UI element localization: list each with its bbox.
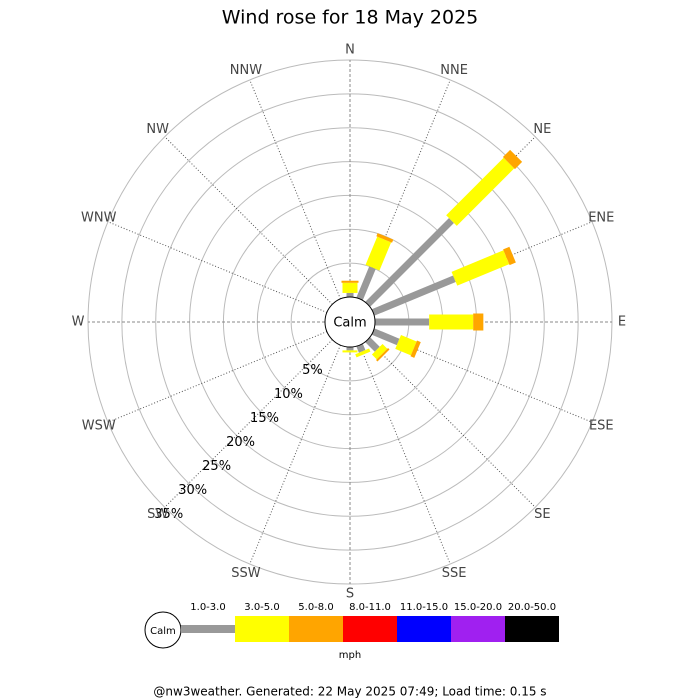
direction-label: SSE <box>442 566 467 581</box>
direction-label: NNW <box>230 63 262 78</box>
bars <box>341 149 523 362</box>
calm-label: Calm <box>333 316 366 331</box>
bar-segment <box>451 250 510 286</box>
legend-label: 3.0-5.0 <box>244 602 279 613</box>
r-tick-label: 25% <box>202 459 231 474</box>
r-tick-label: 35% <box>154 507 183 522</box>
spoke <box>164 339 333 508</box>
bar-segment <box>371 275 456 316</box>
bar-segment <box>365 218 454 307</box>
bar-segment <box>365 236 392 271</box>
spoke <box>367 339 536 508</box>
r-tick-label: 5% <box>302 363 323 378</box>
chart-title: Wind rose for 18 May 2025 <box>222 7 479 29</box>
direction-label: NE <box>533 122 551 137</box>
bar-segment <box>429 314 474 330</box>
direction-label: WNW <box>81 210 117 225</box>
legend-swatch <box>505 616 559 642</box>
legend-label: 20.0-50.0 <box>508 602 556 613</box>
legend-swatch <box>451 616 505 642</box>
legend-swatch <box>343 616 397 642</box>
legend-calm-label: Calm <box>150 626 176 637</box>
direction-label: WSW <box>82 419 116 434</box>
spoke <box>164 136 333 305</box>
legend-label: 8.0-11.0 <box>349 602 391 613</box>
legend-swatch <box>181 625 235 633</box>
r-tick-label: 30% <box>178 483 207 498</box>
bar-segment <box>375 318 430 326</box>
legend-unit: mph <box>339 650 361 661</box>
direction-label: ENE <box>588 210 614 225</box>
footer: @nw3weather. Generated: 22 May 2025 07:4… <box>153 685 546 699</box>
bar-segment <box>502 149 523 170</box>
bar-segment <box>446 157 515 226</box>
bar-segment <box>371 328 400 346</box>
bar-segment <box>473 313 484 331</box>
spoke <box>107 221 328 313</box>
legend-label: 15.0-20.0 <box>454 602 502 613</box>
r-tick-label: 15% <box>250 411 279 426</box>
bar-segment <box>356 266 376 301</box>
r-tick-label: 20% <box>226 435 255 450</box>
legend-swatch <box>235 616 289 642</box>
bar-segment <box>346 347 354 351</box>
grid-ring <box>121 93 579 551</box>
bar-segment <box>365 337 380 352</box>
bar-segment <box>376 348 390 362</box>
legend: Calm mph 1.0-3.0 3.0-5.0 5.0-8.0 8.0-11.0 11… <box>144 602 559 661</box>
bar-segment <box>376 233 394 243</box>
legend-swatch <box>289 616 343 642</box>
bar-segment <box>342 282 358 293</box>
direction-label: SE <box>534 507 550 522</box>
spoke <box>359 344 451 565</box>
bar-segment <box>355 348 371 358</box>
direction-label: NW <box>146 122 169 137</box>
bar-segment <box>341 280 359 283</box>
direction-label: SW <box>147 507 168 522</box>
bar-segment <box>410 340 421 358</box>
legend-label: 1.0-3.0 <box>190 602 225 613</box>
direction-label: S <box>346 587 354 602</box>
bar-segment <box>395 335 417 356</box>
spoke <box>249 344 341 565</box>
direction-label: NNE <box>440 63 468 78</box>
r-tick-label: 10% <box>274 387 303 402</box>
legend-label: 5.0-8.0 <box>298 602 333 613</box>
bar-segment <box>371 343 388 360</box>
direction-label: N <box>345 43 355 58</box>
direction-label: SSW <box>231 566 261 581</box>
bar-segment <box>342 350 358 353</box>
spoke <box>107 331 328 423</box>
calm-circle <box>324 296 376 348</box>
grid-ring <box>155 127 545 517</box>
bar-segment <box>503 246 516 266</box>
spoke <box>249 79 341 300</box>
legend-swatch <box>397 616 451 642</box>
legend-label: 11.0-15.0 <box>400 602 448 613</box>
direction-label: ESE <box>589 419 614 434</box>
bar-segment <box>346 292 354 297</box>
direction-label: E <box>618 315 626 330</box>
direction-label: W <box>72 315 85 330</box>
